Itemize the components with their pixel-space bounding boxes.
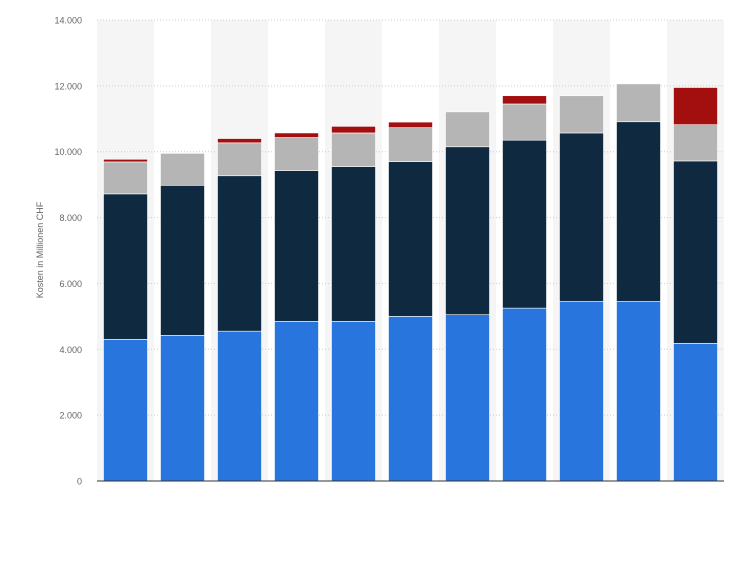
bar-segment-series-3[interactable] xyxy=(160,153,205,186)
bar-segment-series-2[interactable] xyxy=(274,170,319,322)
bar-segment-series-1[interactable] xyxy=(673,343,718,482)
bar-segment-series-4[interactable] xyxy=(502,95,547,105)
y-axis-label: Kosten in Millionen CHF xyxy=(35,201,45,298)
bar-segment-series-1[interactable] xyxy=(217,330,262,482)
y-tick-label: 12.000 xyxy=(54,81,82,91)
bar-segment-series-1[interactable] xyxy=(502,307,547,482)
bar-segment-series-3[interactable] xyxy=(502,103,547,141)
bar-segment-series-2[interactable] xyxy=(445,146,490,316)
bar-segment-series-4[interactable] xyxy=(388,121,433,128)
y-tick-label: 0 xyxy=(77,477,82,487)
bars xyxy=(103,83,718,482)
bar-segment-series-4[interactable] xyxy=(331,126,376,134)
y-axis-ticks: 0 2.000 4.000 6.000 8.000 10.000 12.000 14.000 xyxy=(54,16,82,487)
bar-segment-series-1[interactable] xyxy=(331,320,376,482)
bar-segment-series-4[interactable] xyxy=(217,138,262,144)
y-tick-label: 8.000 xyxy=(59,213,82,223)
bar-segment-series-3[interactable] xyxy=(217,142,262,177)
bar-segment-series-1[interactable] xyxy=(274,320,319,482)
bar-segment-series-2[interactable] xyxy=(103,193,148,340)
bar-segment-series-3[interactable] xyxy=(103,161,148,195)
bar-segment-series-1[interactable] xyxy=(160,335,205,482)
bar-segment-series-1[interactable] xyxy=(445,314,490,482)
bar-segment-series-3[interactable] xyxy=(559,95,604,134)
bar-segment-series-2[interactable] xyxy=(388,161,433,317)
bar-segment-series-1[interactable] xyxy=(103,339,148,482)
bar-segment-series-2[interactable] xyxy=(673,160,718,344)
bar-segment-series-3[interactable] xyxy=(445,111,490,148)
bar-segment-series-2[interactable] xyxy=(217,175,262,332)
y-tick-label: 10.000 xyxy=(54,147,82,157)
bar-segment-series-1[interactable] xyxy=(559,301,604,482)
bar-segment-series-3[interactable] xyxy=(673,124,718,162)
bar-segment-series-2[interactable] xyxy=(331,166,376,322)
bar-segment-series-3[interactable] xyxy=(616,83,661,123)
bar-segment-series-4[interactable] xyxy=(103,158,148,163)
y-tick-label: 6.000 xyxy=(59,279,82,289)
y-tick-label: 14.000 xyxy=(54,16,82,26)
bar-segment-series-1[interactable] xyxy=(616,301,661,482)
bar-segment-series-3[interactable] xyxy=(331,132,376,167)
bar-segment-series-3[interactable] xyxy=(388,127,433,162)
bar-segment-series-2[interactable] xyxy=(616,121,661,302)
bar-segment-series-1[interactable] xyxy=(388,316,433,482)
y-tick-label: 2.000 xyxy=(59,411,82,421)
bar-segment-series-2[interactable] xyxy=(160,185,205,336)
bar-segment-series-4[interactable] xyxy=(274,132,319,138)
bar-segment-series-3[interactable] xyxy=(274,137,319,171)
y-tick-label: 4.000 xyxy=(59,345,82,355)
bar-segment-series-2[interactable] xyxy=(502,139,547,309)
bar-segment-series-2[interactable] xyxy=(559,132,604,302)
bar-segment-series-4[interactable] xyxy=(673,87,718,126)
